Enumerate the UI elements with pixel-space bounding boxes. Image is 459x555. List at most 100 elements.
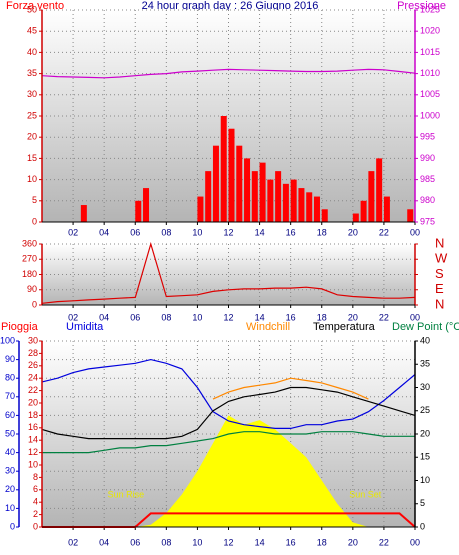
- y-tick-label: 45: [27, 26, 37, 36]
- wind-bar: [383, 196, 390, 222]
- y-tick-label: N: [435, 296, 444, 311]
- x-tick-label: 00: [410, 227, 420, 237]
- y-tick-label: E: [435, 281, 444, 296]
- y-tick-label: 30: [420, 382, 430, 392]
- y-tick-label: 20: [420, 428, 430, 438]
- x-tick-label: 10: [192, 312, 202, 322]
- wind-bar: [407, 209, 414, 222]
- wind-bar: [135, 200, 142, 222]
- y-tick-label: 270: [22, 254, 37, 264]
- x-tick-label: 18: [317, 227, 327, 237]
- x-tick-label: 14: [255, 537, 265, 547]
- y-tick-label: 1025: [420, 4, 440, 14]
- x-tick-label: 00: [410, 312, 420, 322]
- wind-bar: [282, 183, 289, 222]
- y-tick-label: 80: [5, 373, 15, 383]
- y-tick-label: 1010: [420, 68, 440, 78]
- y-tick-label: 14: [28, 435, 38, 445]
- y-tick-label: 1020: [420, 26, 440, 36]
- y-tick-label: 20: [27, 132, 37, 142]
- y-tick-label: W: [435, 251, 448, 266]
- line: [41, 386, 416, 440]
- y-tick-label: 1005: [420, 89, 440, 99]
- wind-bar: [205, 171, 212, 222]
- y-tick-label: 0: [32, 216, 37, 226]
- wind-bar: [368, 171, 375, 222]
- y-tick-label: 995: [420, 132, 435, 142]
- y-tick-label: 1000: [420, 110, 440, 120]
- wind-bar: [197, 196, 204, 222]
- wind-bar: [212, 145, 219, 222]
- y-tick-label: 20: [28, 397, 38, 407]
- y-tick-label: 0: [10, 521, 15, 531]
- y-tick-label: 25: [420, 405, 430, 415]
- y-tick-label: 40: [420, 335, 430, 345]
- x-tick-label: 14: [255, 227, 265, 237]
- y-tick-label: 6: [33, 484, 38, 494]
- y-tick-label: 30: [27, 89, 37, 99]
- y-tick-label: 10: [27, 174, 37, 184]
- x-tick-label: 04: [99, 537, 109, 547]
- wind-bar: [306, 192, 313, 222]
- wind-bar: [228, 128, 235, 222]
- wind-bar: [251, 171, 258, 222]
- x-tick-label: 20: [348, 227, 358, 237]
- y-tick-label: 0: [33, 521, 38, 531]
- x-tick-label: 12: [223, 312, 233, 322]
- wind-bar: [298, 188, 305, 222]
- annotation: Sun Set: [349, 489, 382, 499]
- legend-label: Pioggia: [1, 321, 39, 333]
- y-tick-label: 90: [5, 354, 15, 364]
- wind-bar: [321, 209, 328, 222]
- wind-bar: [360, 200, 367, 222]
- annotation: Sun Rise: [108, 489, 145, 499]
- line: [42, 431, 415, 454]
- chart-title: 24 hour graph day : 26 Giugno 2016: [142, 0, 319, 12]
- y-tick-label: 10: [5, 503, 15, 513]
- wind-bar: [290, 179, 297, 222]
- y-tick-label: 16: [28, 422, 38, 432]
- legend-label: Windchill: [246, 321, 290, 333]
- y-tick-label: 50: [27, 4, 37, 14]
- x-tick-label: 08: [161, 312, 171, 322]
- y-tick-label: 4: [33, 497, 38, 507]
- x-tick-label: 10: [192, 227, 202, 237]
- wind-bar: [244, 158, 251, 222]
- x-tick-label: 22: [379, 537, 389, 547]
- y-tick-label: 26: [28, 360, 38, 370]
- x-tick-label: 16: [286, 312, 296, 322]
- x-tick-label: 18: [317, 312, 327, 322]
- y-tick-label: 35: [27, 68, 37, 78]
- y-tick-label: 12: [28, 447, 38, 457]
- x-tick-label: 20: [348, 537, 358, 547]
- y-tick-label: 15: [420, 452, 430, 462]
- legend-label: Temperatura: [313, 321, 376, 333]
- wind-bar: [275, 171, 282, 222]
- x-tick-label: 22: [379, 227, 389, 237]
- x-tick-label: 12: [223, 537, 233, 547]
- y-tick-label: 10: [28, 459, 38, 469]
- y-tick-label: 24: [28, 373, 38, 383]
- wind-bar: [80, 205, 87, 222]
- x-tick-label: 02: [68, 227, 78, 237]
- x-tick-label: 02: [68, 537, 78, 547]
- y-tick-label: 60: [5, 410, 15, 420]
- y-tick-label: 10: [420, 475, 430, 485]
- y-tick-label: 28: [28, 348, 38, 358]
- x-tick-label: 02: [68, 312, 78, 322]
- x-tick-label: 16: [286, 227, 296, 237]
- y-tick-label: 5: [420, 498, 425, 508]
- wind-bar: [352, 213, 359, 222]
- legend-label: Dew Point (°C: [392, 321, 459, 333]
- x-tick-label: 04: [99, 227, 109, 237]
- wind-bar: [313, 196, 320, 222]
- legend-label: Umidita: [66, 321, 104, 333]
- y-tick-label: 90: [27, 284, 37, 294]
- x-tick-label: 18: [317, 537, 327, 547]
- y-tick-label: S: [435, 266, 444, 281]
- y-tick-label: 8: [33, 472, 38, 482]
- x-tick-label: 08: [161, 227, 171, 237]
- y-tick-label: N: [435, 235, 444, 250]
- y-tick-label: 15: [27, 153, 37, 163]
